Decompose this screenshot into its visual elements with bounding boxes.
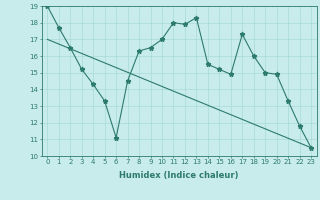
X-axis label: Humidex (Indice chaleur): Humidex (Indice chaleur) [119, 171, 239, 180]
